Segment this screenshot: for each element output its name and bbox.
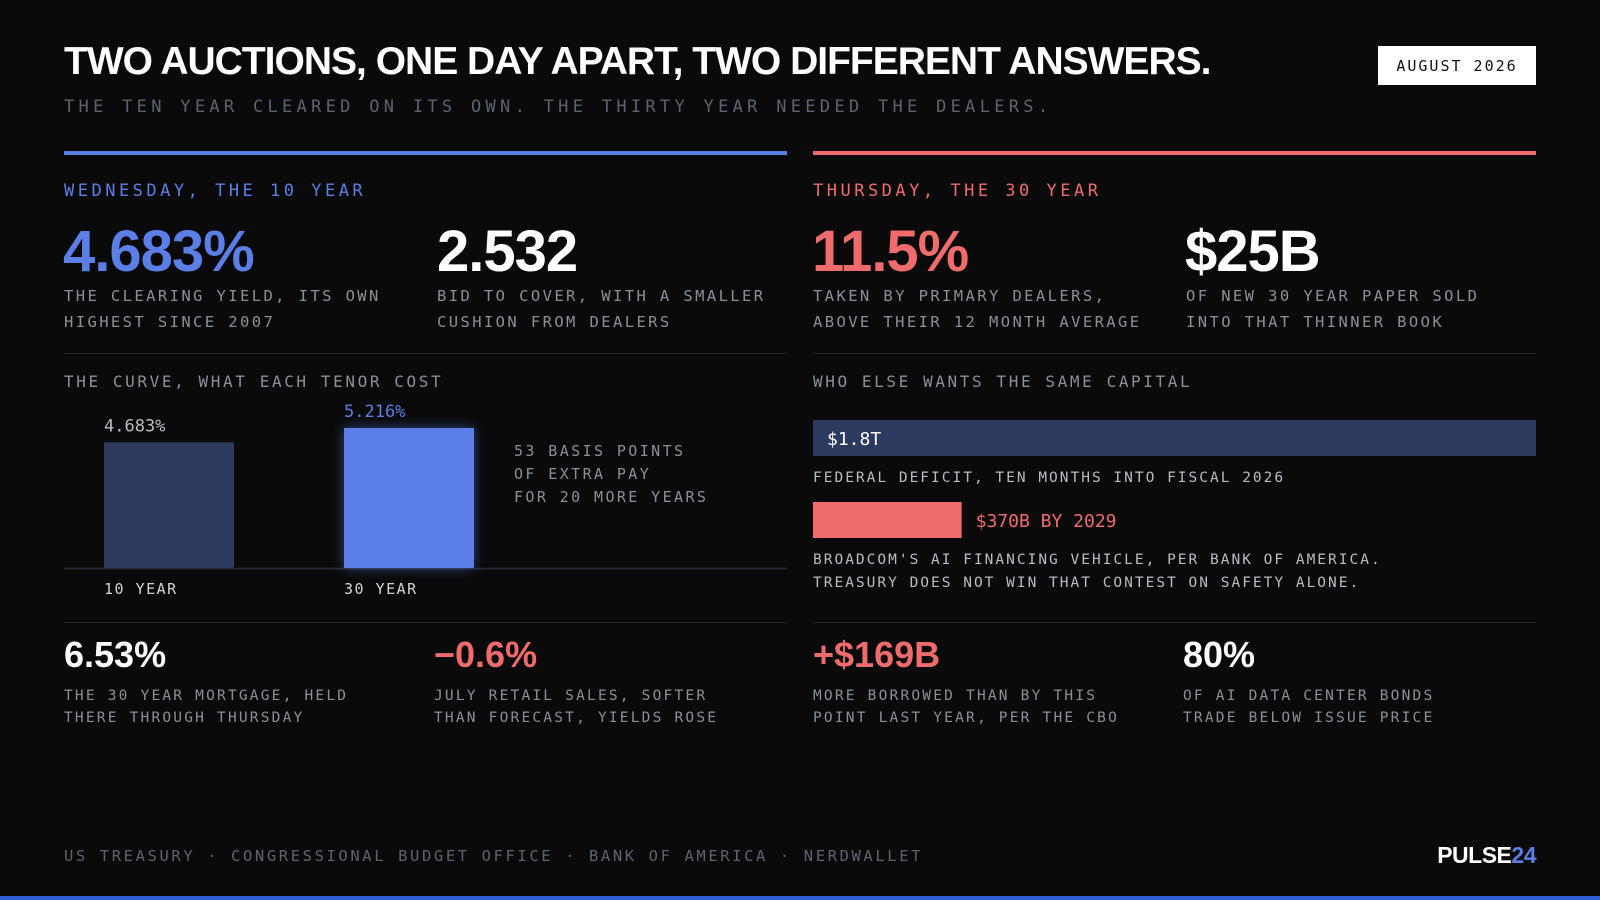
stat-value: 80%: [1183, 634, 1256, 675]
stat-desc: OF NEW 30 YEAR PAPER SOLD INTO THAT THINN…: [1186, 283, 1479, 335]
stat-value: 4.683%: [63, 219, 255, 284]
brand-name: PULSE: [1437, 842, 1512, 868]
sources: US TREASURY · CONGRESSIONAL BUDGET OFFIC…: [64, 847, 924, 865]
stat-value: $25B: [1185, 219, 1321, 284]
divider: [813, 622, 1536, 623]
brand-number: 24: [1511, 842, 1536, 868]
line: THE 30 YEAR MORTGAGE, HELD: [64, 688, 349, 704]
line: THE CLEARING YIELD, ITS OWN: [64, 287, 381, 305]
line: OF EXTRA PAY: [514, 465, 652, 483]
stat-value: −0.6%: [434, 634, 538, 675]
stat-value: 6.53%: [64, 634, 167, 675]
line: 53 BASIS POINTS: [514, 442, 686, 460]
line: JULY RETAIL SALES, SOFTER: [434, 688, 708, 704]
line: TRADE BELOW ISSUE PRICE: [1183, 710, 1435, 726]
line: THERE THROUGH THURSDAY: [64, 710, 305, 726]
line: TAKEN BY PRIMARY DEALERS,: [813, 287, 1107, 305]
bar: [813, 420, 1536, 456]
value-label: $1.8T: [827, 429, 881, 450]
line: POINT LAST YEAR, PER THE CBO: [813, 710, 1120, 726]
rule: [64, 151, 787, 155]
stat-value: 2.532: [437, 219, 578, 284]
value-label: 5.216%: [344, 402, 405, 422]
line: FOR 20 MORE YEARS: [514, 488, 709, 506]
caption: BROADCOM'S AI FINANCING VEHICLE, PER BAN…: [813, 552, 1382, 568]
bar: [344, 428, 474, 568]
value-label: $370B BY 2029: [976, 511, 1117, 532]
caption: FEDERAL DEFICIT, TEN MONTHS INTO FISCAL …: [813, 470, 1285, 486]
stat-desc: THE 30 YEAR MORTGAGE, HELD THERE THROUGH …: [64, 685, 348, 729]
date-badge: AUGUST 2026: [1378, 46, 1536, 85]
stat-desc: BID TO COVER, WITH A SMALLER CUSHION FROM…: [437, 283, 766, 335]
line: ABOVE THEIR 12 MONTH AVERAGE: [813, 313, 1142, 331]
bar: [104, 442, 234, 568]
category-label: 10 YEAR: [104, 580, 178, 598]
divider: [813, 353, 1536, 354]
bottom-bar: [0, 896, 1600, 900]
line: MORE BORROWED THAN BY THIS: [813, 688, 1098, 704]
stat-desc: THE CLEARING YIELD, ITS OWN HIGHEST SINCE…: [64, 283, 381, 335]
section-label: THURSDAY, THE 30 YEAR: [813, 181, 1102, 201]
brand: PULSE24: [1400, 842, 1536, 869]
stat-value: +$169B: [813, 634, 941, 675]
divider: [64, 353, 787, 354]
stat-desc: TAKEN BY PRIMARY DEALERS, ABOVE THEIR 12 …: [813, 283, 1142, 335]
chart-title: THE CURVE, WHAT EACH TENOR COST: [64, 372, 444, 391]
line: BID TO COVER, WITH A SMALLER: [437, 287, 766, 305]
divider: [64, 622, 787, 623]
line: INTO THAT THINNER BOOK: [1186, 313, 1445, 331]
chart-note: 53 BASIS POINTS OF EXTRA PAY FOR 20 MORE Y…: [514, 440, 708, 509]
title: TWO AUCTIONS, ONE DAY APART, TWO DIFFERE…: [64, 40, 1211, 83]
caption: TREASURY DOES NOT WIN THAT CONTEST ON SA…: [813, 575, 1360, 591]
section-label: WEDNESDAY, THE 10 YEAR: [64, 181, 367, 201]
chart-title: WHO ELSE WANTS THE SAME CAPITAL: [813, 372, 1193, 391]
line: HIGHEST SINCE 2007: [64, 313, 276, 331]
stat-desc: MORE BORROWED THAN BY THIS POINT LAST YEA…: [813, 685, 1119, 729]
bar: [813, 502, 962, 538]
line: OF AI DATA CENTER BONDS: [1183, 688, 1435, 704]
value-label: 4.683%: [104, 416, 165, 436]
subtitle: THE TEN YEAR CLEARED ON ITS OWN. THE THI…: [64, 97, 1053, 117]
line: OF NEW 30 YEAR PAPER SOLD: [1186, 287, 1480, 305]
line: CUSHION FROM DEALERS: [437, 313, 672, 331]
stat-desc: OF AI DATA CENTER BONDS TRADE BELOW ISSUE…: [1183, 685, 1434, 729]
line: THAN FORECAST, YIELDS ROSE: [434, 710, 719, 726]
category-label: 30 YEAR: [344, 580, 418, 598]
stat-desc: JULY RETAIL SALES, SOFTER THAN FORECAST, …: [434, 685, 718, 729]
rule: [813, 151, 1536, 155]
stat-value: 11.5%: [812, 219, 969, 284]
